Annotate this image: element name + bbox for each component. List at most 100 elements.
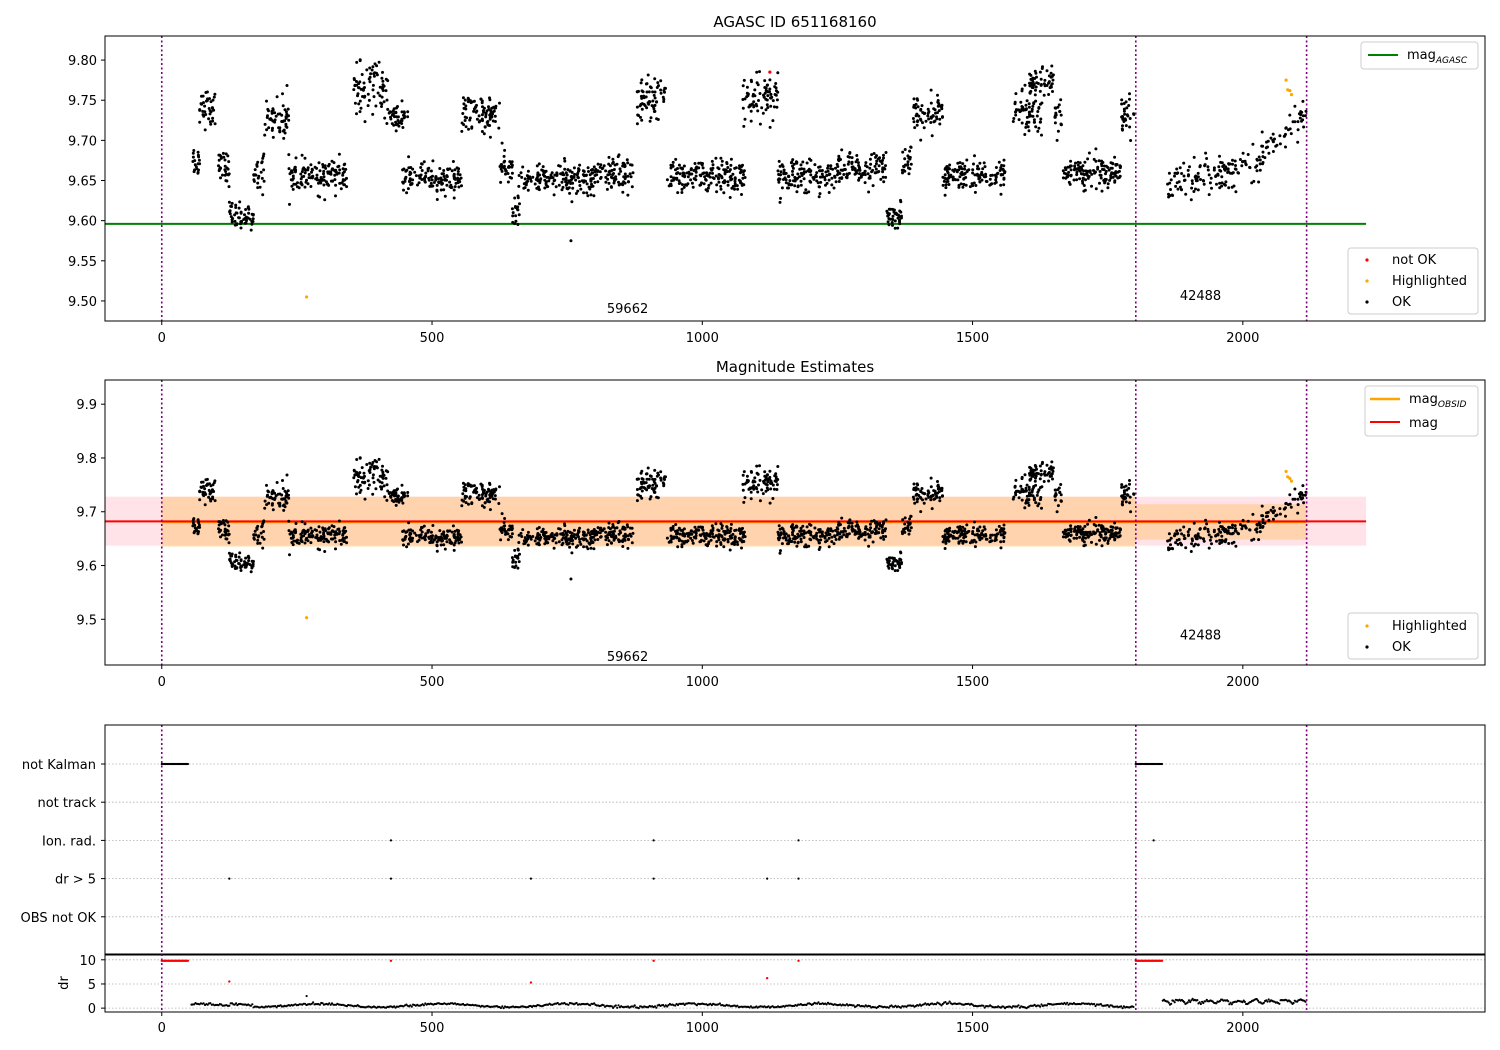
- data-point-ok: [670, 537, 674, 541]
- data-point-ok: [1100, 159, 1104, 163]
- data-point-ok: [1128, 92, 1131, 96]
- data-point-ok: [772, 487, 776, 491]
- data-point-ok: [499, 538, 503, 542]
- data-point-ok: [994, 180, 998, 184]
- data-point-ok: [1122, 485, 1126, 489]
- data-point-ok: [938, 122, 942, 126]
- data-point-ok: [994, 538, 998, 542]
- data-point-ok: [982, 525, 986, 529]
- data-point-ok: [517, 541, 521, 544]
- data-point-ok: [395, 494, 399, 498]
- flag-point: [529, 877, 533, 880]
- data-point-ok: [781, 527, 785, 531]
- data-point-ok: [323, 550, 327, 553]
- data-point-ok: [746, 479, 750, 483]
- x-tick-label: 0: [158, 331, 166, 346]
- data-point-ok: [1122, 102, 1126, 105]
- data-point-ok: [772, 105, 776, 109]
- data-point-ok: [878, 159, 882, 163]
- data-point-ok: [352, 77, 356, 80]
- data-point-ok: [1258, 526, 1262, 529]
- data-point-ok: [891, 218, 895, 221]
- data-point-ok: [701, 166, 705, 170]
- data-point-ok: [487, 123, 490, 127]
- data-point-ok: [611, 157, 615, 161]
- data-point-ok: [1017, 489, 1021, 493]
- data-point-ok: [201, 493, 205, 496]
- data-point-ok: [776, 465, 780, 468]
- data-point-ok: [357, 102, 361, 106]
- data-point-ok: [693, 525, 697, 529]
- data-point-ok: [1103, 536, 1107, 540]
- data-point-ok: [1300, 110, 1304, 114]
- data-point-ok: [460, 504, 464, 508]
- data-point-ok: [676, 531, 680, 535]
- data-point-ok: [470, 125, 474, 129]
- data-point-ok: [906, 160, 910, 164]
- data-point-ok: [884, 535, 888, 538]
- data-point-ok: [1098, 538, 1101, 542]
- data-point-ok: [442, 543, 446, 547]
- data-point-ok: [850, 521, 854, 525]
- data-point-ok: [784, 181, 788, 185]
- data-point-ok: [373, 62, 377, 66]
- data-point-ok: [489, 112, 493, 115]
- data-point-ok: [874, 529, 878, 533]
- data-point-ok: [391, 109, 395, 113]
- data-point-ok: [760, 106, 764, 110]
- data-point-ok: [1128, 479, 1131, 482]
- data-point-ok: [626, 546, 630, 550]
- data-point-ok: [576, 532, 580, 536]
- data-point-ok: [1120, 102, 1124, 106]
- data-point-ok: [850, 165, 854, 169]
- data-point-ok: [359, 106, 363, 110]
- data-point-ok: [239, 220, 243, 224]
- data-point-ok: [1069, 168, 1073, 172]
- data-point-ok: [1207, 173, 1211, 177]
- data-point-ok: [380, 76, 384, 80]
- data-point-ok: [1034, 501, 1038, 505]
- data-point-ok: [484, 113, 488, 117]
- data-point-ok: [1204, 518, 1208, 522]
- data-point-ok: [1132, 113, 1136, 116]
- data-point-ok: [670, 179, 674, 183]
- data-point-ok: [450, 530, 454, 534]
- data-point-ok: [322, 531, 326, 534]
- data-point-ok: [204, 478, 208, 482]
- data-point-ok: [1024, 125, 1028, 129]
- data-point-ok: [281, 487, 285, 490]
- data-point-ok: [1167, 548, 1171, 552]
- data-point-ok: [333, 178, 337, 182]
- data-point-ok: [385, 98, 389, 102]
- data-point-ok: [191, 518, 195, 522]
- data-point-ok: [750, 102, 754, 106]
- data-point-ok: [222, 521, 226, 525]
- data-point-ok: [1086, 157, 1090, 161]
- data-point-ok: [749, 497, 753, 501]
- data-point-ok: [604, 169, 608, 173]
- data-point-ok: [482, 110, 486, 114]
- data-point-ok: [1212, 166, 1216, 170]
- data-point-ok: [282, 508, 286, 512]
- data-point-ok: [196, 150, 200, 154]
- data-point-ok: [343, 536, 347, 540]
- data-point-ok: [401, 501, 405, 505]
- data-point-ok: [1228, 171, 1232, 175]
- data-point-ok: [256, 538, 260, 542]
- data-point-ok: [699, 525, 703, 529]
- data-point-ok: [250, 564, 254, 568]
- data-point-ok: [198, 498, 202, 502]
- data-point-ok: [1110, 529, 1114, 532]
- data-point-ok: [760, 488, 764, 492]
- data-point-ok: [1017, 496, 1021, 500]
- data-point-ok: [368, 66, 372, 70]
- data-point-ok: [601, 528, 605, 532]
- data-point-ok: [1222, 182, 1226, 186]
- data-point-ok: [1260, 504, 1264, 508]
- data-point-ok: [1066, 173, 1070, 177]
- data-point-ok: [1128, 482, 1131, 486]
- data-point-ok: [878, 524, 882, 528]
- data-point-ok: [381, 70, 384, 74]
- data-point-ok: [593, 180, 597, 184]
- data-point-ok: [1227, 525, 1231, 529]
